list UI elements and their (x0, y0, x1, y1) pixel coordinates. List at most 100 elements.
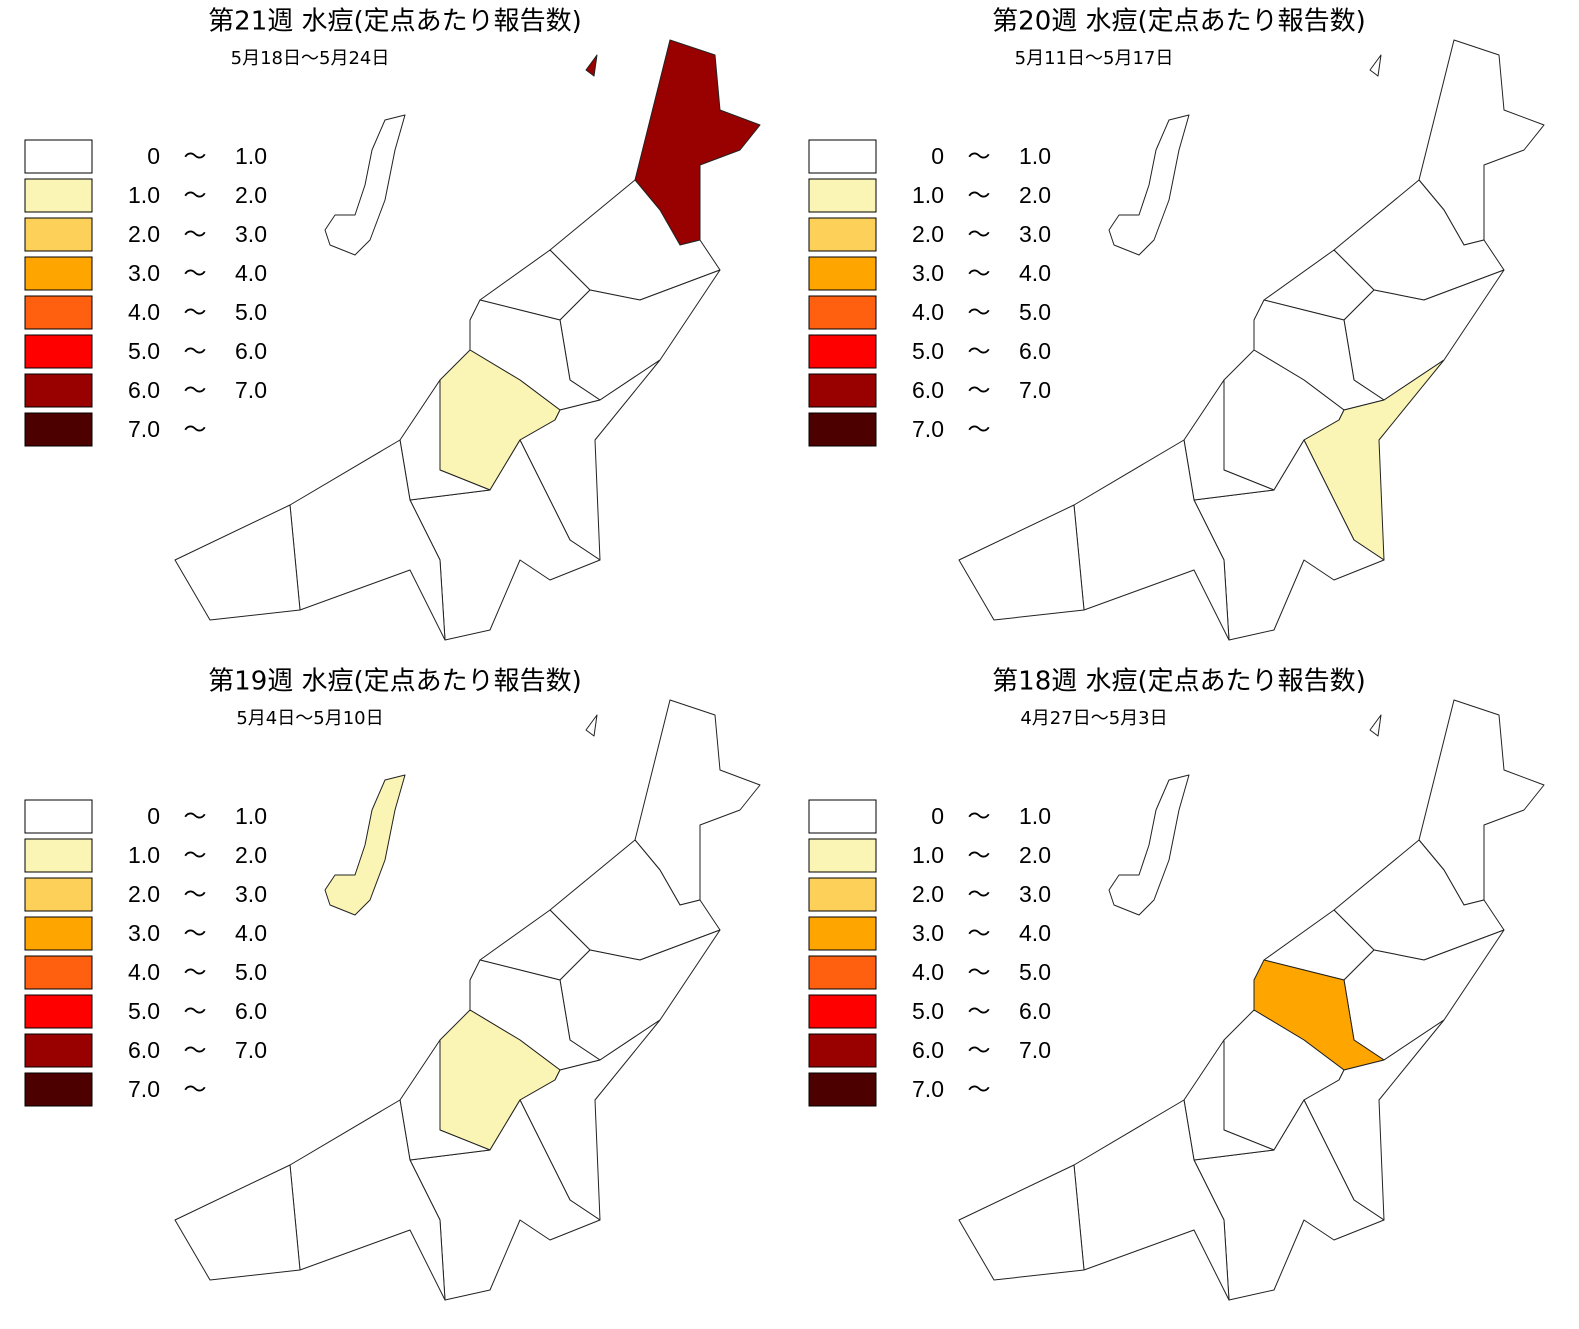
legend-from: 6.0 (912, 1037, 944, 1063)
legend-from: 1.0 (128, 842, 160, 868)
legend-swatch (24, 1072, 93, 1107)
legend-from: 5.0 (128, 338, 160, 364)
legend-separator: ～ (184, 377, 207, 403)
legend-from: 0 (931, 803, 944, 829)
legend-swatch (808, 916, 877, 951)
legend-to: 6.0 (1019, 338, 1051, 364)
legend-from: 3.0 (128, 920, 160, 946)
legend-to: 7.0 (235, 377, 267, 403)
legend-from: 7.0 (912, 1076, 944, 1102)
region (1369, 714, 1382, 737)
panel-subtitle: 5月18日～5月24日 (231, 48, 390, 69)
legend-to: 5.0 (1019, 299, 1051, 325)
legend-separator: ～ (968, 842, 991, 868)
legend-separator: ～ (968, 998, 991, 1024)
region (1108, 774, 1190, 916)
region (958, 504, 1085, 621)
legend-from: 4.0 (912, 299, 944, 325)
legend-from: 6.0 (128, 1037, 160, 1063)
legend-swatch (808, 295, 877, 330)
legend-separator: ～ (184, 842, 207, 868)
region (958, 1164, 1085, 1281)
panel-subtitle: 4月27日～5月3日 (1020, 708, 1167, 729)
legend-from: 1.0 (912, 182, 944, 208)
legend-to: 6.0 (235, 338, 267, 364)
legend-swatch (808, 1072, 877, 1107)
panel: 第20週 水痘(定点あたり報告数) 5月11日～5月17日 0 ～ 1.0 1.0 ～ 2.0… (808, 7, 1545, 641)
legend-swatch (24, 838, 93, 873)
legend-from: 5.0 (912, 338, 944, 364)
legend-to: 3.0 (1019, 221, 1051, 247)
legend-swatch (24, 139, 93, 174)
legend-from: 2.0 (128, 881, 160, 907)
legend-to: 7.0 (1019, 1037, 1051, 1063)
legend-swatch (808, 1033, 877, 1068)
panel: 第19週 水痘(定点あたり報告数) 5月4日～5月10日 0 ～ 1.0 1.0 ～ 2.0 2… (24, 667, 761, 1301)
legend-from: 1.0 (912, 842, 944, 868)
legend-from: 3.0 (912, 260, 944, 286)
legend-swatch (808, 178, 877, 213)
legend-swatch (24, 916, 93, 951)
legend-separator: ～ (184, 881, 207, 907)
legend-separator: ～ (968, 338, 991, 364)
legend-from: 2.0 (912, 881, 944, 907)
legend-from: 4.0 (128, 299, 160, 325)
region (289, 439, 446, 641)
legend-separator: ～ (184, 143, 207, 169)
legend-swatch (24, 256, 93, 291)
region (1073, 1099, 1230, 1301)
panel-title: 第21週 水痘(定点あたり報告数) (208, 7, 582, 37)
legend-from: 5.0 (128, 998, 160, 1024)
legend-from: 4.0 (912, 959, 944, 985)
legend-separator: ～ (968, 299, 991, 325)
legend-separator: ～ (184, 260, 207, 286)
legend-from: 7.0 (128, 416, 160, 442)
legend-to: 3.0 (235, 221, 267, 247)
region (1108, 114, 1190, 256)
legend-separator: ～ (968, 221, 991, 247)
legend-swatch (808, 334, 877, 369)
legend-separator: ～ (184, 299, 207, 325)
legend-to: 4.0 (1019, 920, 1051, 946)
legend-to: 6.0 (235, 998, 267, 1024)
legend-to: 7.0 (235, 1037, 267, 1063)
legend-swatch (808, 838, 877, 873)
legend-to: 4.0 (235, 920, 267, 946)
legend-from: 1.0 (128, 182, 160, 208)
legend-from: 5.0 (912, 998, 944, 1024)
legend-separator: ～ (968, 1037, 991, 1063)
legend-swatch (24, 334, 93, 369)
legend-from: 2.0 (912, 221, 944, 247)
legend-swatch (24, 877, 93, 912)
legend-swatch (24, 1033, 93, 1068)
legend-from: 0 (931, 143, 944, 169)
legend-separator: ～ (184, 221, 207, 247)
region (174, 1164, 301, 1281)
legend-separator: ～ (184, 998, 207, 1024)
legend-from: 0 (147, 803, 160, 829)
legend-to: 5.0 (235, 299, 267, 325)
legend-separator: ～ (184, 1076, 207, 1102)
panel: 第18週 水痘(定点あたり報告数) 4月27日～5月3日 0 ～ 1.0 1.0 ～ 2.0 2… (808, 667, 1545, 1301)
legend-swatch (808, 955, 877, 990)
region (1369, 54, 1382, 77)
region (324, 774, 406, 916)
legend-swatch (808, 412, 877, 447)
legend-from: 2.0 (128, 221, 160, 247)
legend-separator: ～ (968, 260, 991, 286)
legend-from: 6.0 (128, 377, 160, 403)
legend-to: 4.0 (1019, 260, 1051, 286)
legend-separator: ～ (184, 182, 207, 208)
legend-to: 2.0 (1019, 842, 1051, 868)
legend-separator: ～ (968, 377, 991, 403)
legend-to: 5.0 (1019, 959, 1051, 985)
legend-to: 1.0 (1019, 803, 1051, 829)
legend-swatch (808, 139, 877, 174)
legend-to: 2.0 (235, 182, 267, 208)
panel-subtitle: 5月4日～5月10日 (236, 708, 383, 729)
legend-from: 0 (147, 143, 160, 169)
legend-separator: ～ (968, 416, 991, 442)
legend-separator: ～ (968, 920, 991, 946)
